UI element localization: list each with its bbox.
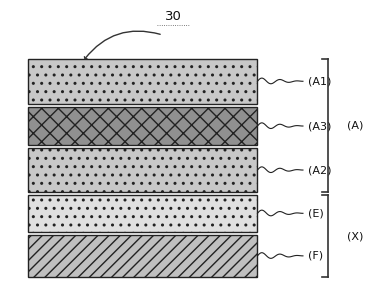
Text: (E): (E) bbox=[309, 208, 324, 218]
Text: (A3): (A3) bbox=[309, 121, 332, 131]
Text: (A2): (A2) bbox=[309, 165, 332, 175]
Text: (F): (F) bbox=[309, 251, 323, 261]
Bar bbox=[28, 235, 258, 277]
Bar bbox=[28, 59, 258, 104]
Bar bbox=[28, 148, 258, 192]
Text: 30: 30 bbox=[165, 10, 182, 23]
Bar bbox=[28, 195, 258, 232]
Text: (A): (A) bbox=[347, 120, 363, 130]
Bar bbox=[28, 107, 258, 145]
Text: (X): (X) bbox=[347, 231, 363, 241]
Text: (A1): (A1) bbox=[309, 76, 332, 86]
